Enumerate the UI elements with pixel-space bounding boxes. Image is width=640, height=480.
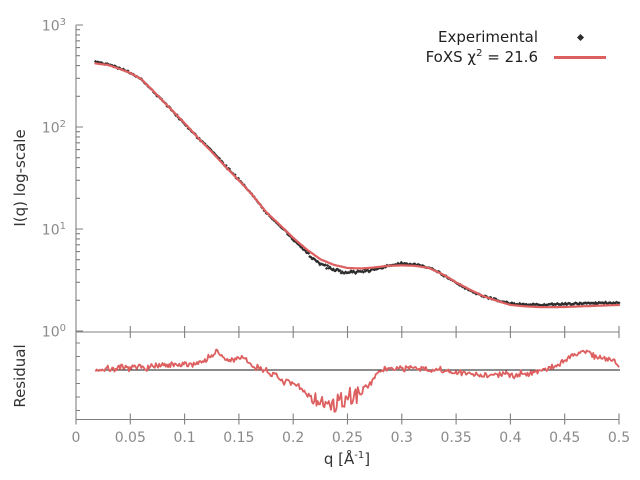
x-tick-label-0.25: 0.25: [331, 430, 364, 446]
x-axis-label-exponent: -1: [354, 450, 365, 461]
x-tick-label-0.1: 0.1: [173, 430, 196, 446]
x-tick-label-0.45: 0.45: [549, 430, 581, 446]
x-tick-label-0.5: 0.5: [607, 430, 631, 446]
legend-item-experimental: Experimental: [426, 27, 610, 47]
x-tick-label-0: 0: [71, 430, 81, 446]
fit-line-swatch-icon: [554, 55, 606, 59]
y-tick-label-10e0: 100: [41, 323, 66, 341]
legend: Experimental FoXS χ2 = 21.6: [426, 27, 610, 67]
diamond-marker-icon: [576, 33, 584, 41]
axes-and-ticks: [75, 24, 620, 425]
y-tick-label-10e1: 101: [41, 221, 66, 239]
residual-y-axis-label: Residual: [11, 344, 29, 408]
x-axis-label-bracket: ]: [364, 450, 371, 468]
x-axis-label: q [Å-1]: [324, 450, 370, 468]
x-tick-label-0.05: 0.05: [114, 430, 146, 446]
y-tick-label-10e2: 102: [41, 119, 66, 137]
experimental-data-points: [93, 59, 621, 308]
residual-curve: [94, 348, 620, 413]
legend-item-fit: FoXS χ2 = 21.6: [426, 47, 610, 67]
legend-key-experimental: [550, 33, 610, 41]
foxs-fit-curve: [94, 62, 621, 309]
x-tick-label-0.3: 0.3: [390, 430, 413, 446]
legend-label-fit: FoXS χ2 = 21.6: [425, 48, 538, 66]
x-tick-label-0.4: 0.4: [499, 430, 522, 446]
x-tick-label-0.35: 0.35: [440, 430, 472, 446]
x-tick-label-0.2: 0.2: [282, 430, 305, 446]
legend-label-experimental: Experimental: [437, 28, 538, 46]
y-tick-label-10e3: 103: [41, 17, 66, 35]
legend-key-fit: [550, 55, 610, 59]
main-y-axis-label: I(q) log-scale: [11, 129, 29, 227]
x-axis-label-text: q [Å: [323, 450, 355, 468]
x-tick-label-0.15: 0.15: [223, 430, 255, 446]
